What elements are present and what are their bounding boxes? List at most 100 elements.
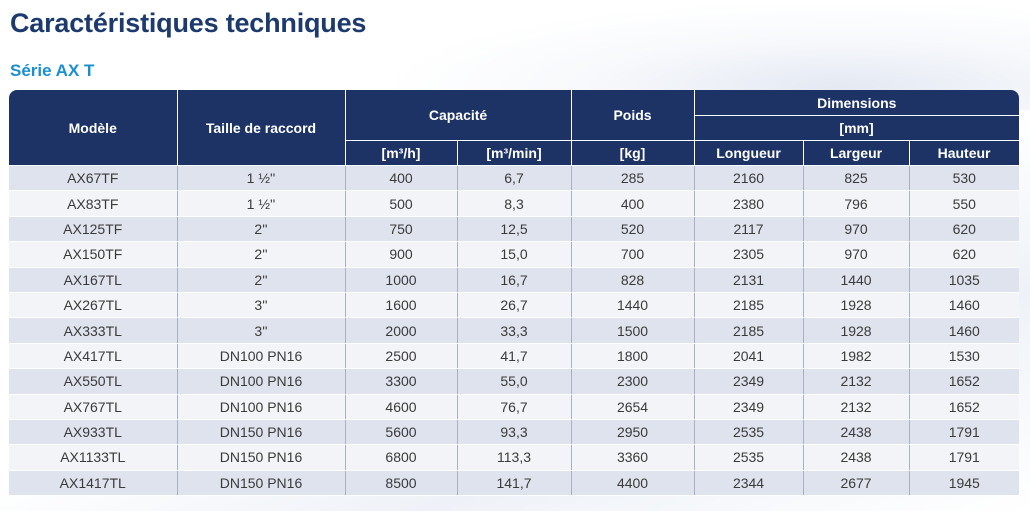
height-cell: 1791	[908, 444, 1020, 471]
connection-cell: 2''	[176, 241, 345, 268]
width-cell: 2438	[802, 444, 910, 471]
header-height: Hauteur	[908, 140, 1020, 166]
weight-cell: 2300	[570, 368, 695, 395]
capacity-m3h-cell: 2000	[344, 317, 457, 344]
table-row: AX167TL 2'' 1000 16,7 828 2131 1440 1035	[9, 267, 1020, 293]
capacity-m3h-cell: 4600	[344, 394, 457, 420]
width-cell: 2132	[802, 368, 910, 395]
table-body: AX67TF 1 ½'' 400 6,7 285 2160 825 530 AX83TF 1 ½'…	[9, 165, 1020, 497]
height-cell: 1652	[908, 394, 1020, 420]
connection-cell: 1 ½''	[176, 190, 345, 217]
model-cell: AX267TL	[9, 292, 177, 319]
length-cell: 2185	[693, 317, 804, 344]
connection-cell: 2''	[176, 216, 345, 243]
weight-cell: 700	[570, 241, 695, 268]
connection-cell: DN100 PN16	[176, 394, 345, 420]
connection-cell: DN150 PN16	[176, 419, 345, 446]
length-cell: 2344	[693, 470, 804, 497]
model-cell: AX1133TL	[9, 444, 177, 471]
model-cell: AX125TF	[9, 216, 177, 243]
header-length: Longueur	[693, 140, 804, 166]
height-cell: 1530	[908, 343, 1020, 370]
weight-cell: 828	[570, 267, 695, 293]
capacity-m3min-cell: 55,0	[456, 368, 572, 395]
table-row: AX67TF 1 ½'' 400 6,7 285 2160 825 530	[9, 165, 1020, 192]
length-cell: 2305	[693, 241, 804, 268]
table-row: AX550TL DN100 PN16 3300 55,0 2300 2349 2132 165…	[9, 368, 1020, 395]
height-cell: 1460	[908, 292, 1020, 319]
specifications-table: Modèle Taille de raccord Capacité Poids …	[9, 90, 1020, 497]
weight-cell: 2950	[570, 419, 695, 446]
capacity-m3h-cell: 500	[344, 190, 457, 217]
capacity-m3h-cell: 2500	[344, 343, 457, 370]
capacity-m3h-cell: 750	[344, 216, 457, 243]
height-cell: 550	[908, 190, 1020, 217]
width-cell: 796	[802, 190, 910, 217]
connection-cell: DN100 PN16	[176, 343, 345, 370]
length-cell: 2380	[693, 190, 804, 217]
header-weight: Poids	[570, 90, 695, 141]
capacity-m3min-cell: 8,3	[456, 190, 572, 217]
table-row: AX150TF 2'' 900 15,0 700 2305 970 620	[9, 241, 1020, 268]
model-cell: AX1417TL	[9, 470, 177, 497]
capacity-m3min-cell: 6,7	[456, 165, 572, 192]
connection-cell: DN150 PN16	[176, 470, 345, 497]
width-cell: 970	[802, 241, 910, 268]
header-connection-size: Taille de raccord	[176, 90, 346, 166]
weight-cell: 2654	[570, 394, 695, 420]
weight-cell: 4400	[570, 470, 695, 497]
weight-cell: 285	[570, 165, 695, 192]
width-cell: 1928	[802, 292, 910, 319]
connection-cell: DN100 PN16	[176, 368, 345, 395]
weight-cell: 3360	[570, 444, 695, 471]
table-row: AX417TL DN100 PN16 2500 41,7 1800 2041 1982 153…	[9, 343, 1020, 370]
length-cell: 2349	[693, 394, 804, 420]
capacity-m3h-cell: 5600	[344, 419, 457, 446]
width-cell: 2438	[802, 419, 910, 446]
capacity-m3h-cell: 8500	[344, 470, 457, 497]
height-cell: 1460	[908, 317, 1020, 344]
length-cell: 2160	[693, 165, 804, 192]
capacity-m3min-cell: 113,3	[456, 444, 572, 471]
height-cell: 530	[908, 165, 1020, 192]
capacity-m3min-cell: 12,5	[456, 216, 572, 243]
table-row: AX83TF 1 ½'' 500 8,3 400 2380 796 550	[9, 190, 1020, 217]
length-cell: 2535	[693, 419, 804, 446]
table-row: AX767TL DN100 PN16 4600 76,7 2654 2349 2132 165…	[9, 394, 1020, 420]
connection-cell: DN150 PN16	[176, 444, 345, 471]
model-cell: AX150TF	[9, 241, 177, 268]
weight-cell: 1800	[570, 343, 695, 370]
capacity-m3min-cell: 93,3	[456, 419, 572, 446]
header-weight-unit: [kg]	[570, 140, 695, 166]
weight-cell: 400	[570, 190, 695, 217]
model-cell: AX83TF	[9, 190, 177, 217]
table-row: AX333TL 3'' 2000 33,3 1500 2185 1928 1460	[9, 317, 1020, 344]
capacity-m3h-cell: 900	[344, 241, 457, 268]
model-cell: AX417TL	[9, 343, 177, 370]
capacity-m3h-cell: 1600	[344, 292, 457, 319]
header-capacity-unit-m3h: [m³/h]	[344, 140, 458, 166]
header-dimensions: Dimensions	[693, 90, 1020, 116]
capacity-m3min-cell: 76,7	[456, 394, 572, 420]
capacity-m3min-cell: 41,7	[456, 343, 572, 370]
capacity-m3min-cell: 16,7	[456, 267, 572, 293]
table-row: AX933TL DN150 PN16 5600 93,3 2950 2535 2438 179…	[9, 419, 1020, 446]
height-cell: 1652	[908, 368, 1020, 395]
table-row: AX1417TL DN150 PN16 8500 141,7 4400 2344 2677 1…	[9, 470, 1020, 497]
length-cell: 2349	[693, 368, 804, 395]
header-capacity-unit-m3min: [m³/min]	[456, 140, 572, 166]
connection-cell: 3''	[176, 317, 345, 344]
weight-cell: 520	[570, 216, 695, 243]
capacity-m3min-cell: 33,3	[456, 317, 572, 344]
length-cell: 2535	[693, 444, 804, 471]
model-cell: AX550TL	[9, 368, 177, 395]
capacity-m3h-cell: 400	[344, 165, 457, 192]
capacity-m3h-cell: 1000	[344, 267, 457, 293]
model-cell: AX67TF	[9, 165, 177, 192]
model-cell: AX167TL	[9, 267, 177, 293]
series-subtitle: Série AX T	[10, 61, 95, 80]
length-cell: 2131	[693, 267, 804, 293]
capacity-m3h-cell: 3300	[344, 368, 457, 395]
length-cell: 2041	[693, 343, 804, 370]
connection-cell: 2''	[176, 267, 345, 293]
